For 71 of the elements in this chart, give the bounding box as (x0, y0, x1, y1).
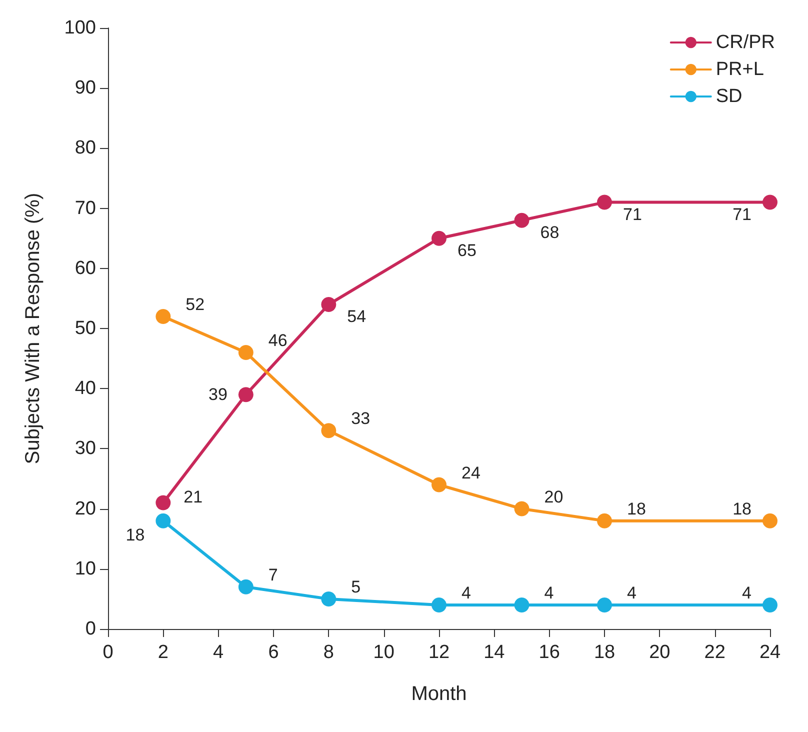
data-label: 18 (732, 499, 752, 518)
x-tick-label: 2 (158, 642, 168, 663)
data-label: 24 (462, 463, 480, 482)
x-axis-title: Month (411, 683, 467, 705)
legend-label: CR/PR (716, 32, 776, 53)
y-tick-label: 0 (85, 618, 96, 640)
point (321, 423, 336, 438)
data-label: 39 (208, 385, 228, 404)
legend-label: PR+L (716, 59, 764, 80)
y-tick-label: 70 (74, 198, 96, 219)
y-tick-label: 90 (74, 78, 96, 99)
data-label: 33 (351, 409, 370, 428)
data-label: 20 (544, 487, 564, 506)
y-tick-label: 50 (74, 318, 96, 339)
data-label: 46 (268, 331, 288, 350)
point (321, 296, 336, 312)
point (321, 591, 336, 606)
point (432, 597, 446, 612)
data-label: 71 (623, 204, 642, 224)
x-tick-label: 0 (102, 642, 114, 663)
y-tick-label: 40 (74, 378, 96, 400)
x-tick-label: 8 (323, 642, 334, 663)
y-axis-title: Subjects With a Response (%) (22, 192, 44, 464)
point (238, 345, 254, 360)
x-tick-label: 14 (484, 642, 506, 663)
point (762, 194, 778, 210)
y-tick-label: 30 (74, 438, 96, 460)
x-tick-label: 6 (268, 642, 279, 663)
point (762, 597, 778, 612)
data-label: 18 (627, 499, 646, 518)
x-tick-label: 18 (594, 642, 616, 663)
data-label: 21 (184, 487, 203, 506)
data-label: 4 (462, 583, 471, 602)
data-label: 5 (351, 577, 361, 596)
x-tick-label: 4 (213, 642, 224, 663)
x-tick-label: 16 (538, 642, 560, 663)
point (432, 477, 446, 492)
x-tick-label: 24 (759, 642, 781, 663)
point (597, 597, 612, 612)
point (432, 230, 446, 246)
point (597, 513, 612, 528)
point (238, 579, 254, 594)
data-label: 18 (126, 525, 145, 544)
point (156, 513, 171, 528)
x-tick-label: 12 (428, 642, 450, 663)
point (514, 501, 530, 516)
y-tick-label: 20 (74, 498, 96, 520)
point (156, 495, 171, 510)
data-label: 4 (742, 583, 752, 602)
y-tick-label: 60 (74, 258, 96, 279)
data-label: 4 (544, 583, 554, 602)
point (156, 308, 171, 324)
data-label: 4 (627, 583, 636, 602)
y-tick-label: 80 (74, 138, 96, 159)
x-tick-label: 20 (649, 642, 670, 663)
data-label: 52 (186, 294, 205, 314)
data-label: 7 (268, 565, 278, 584)
x-tick-label: 10 (373, 642, 394, 663)
y-tick-label: 10 (74, 558, 96, 580)
point (762, 513, 778, 528)
legend-label: SD (716, 86, 742, 107)
point (514, 212, 530, 228)
point (238, 387, 254, 402)
data-label: 71 (732, 204, 752, 224)
data-label: 54 (347, 306, 366, 326)
data-label: 68 (540, 222, 560, 242)
point (597, 194, 612, 210)
x-tick-label: 22 (704, 642, 726, 663)
data-label: 65 (458, 240, 476, 260)
y-tick-label: 100 (64, 18, 96, 38)
point (514, 597, 530, 612)
